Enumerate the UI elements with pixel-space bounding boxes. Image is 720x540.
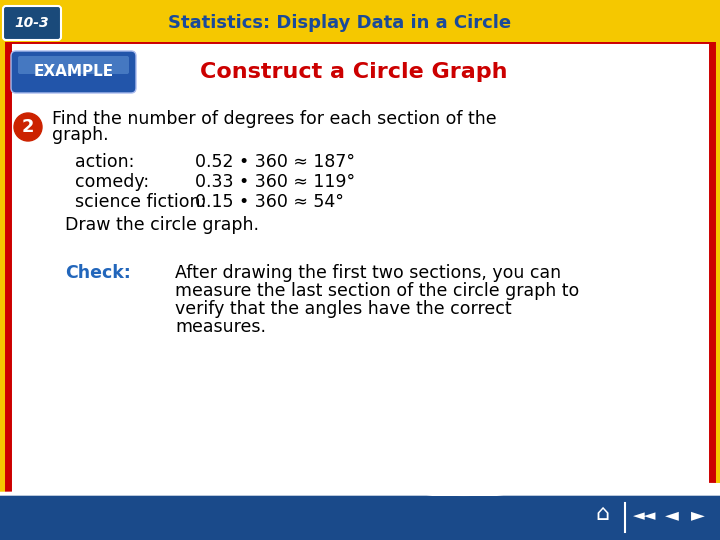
Text: 0.52 • 360 ≈ 187°: 0.52 • 360 ≈ 187° [195,153,355,171]
Text: action:: action: [75,153,135,171]
Bar [0,495,720,540]
FancyBboxPatch shape [18,56,129,74]
Text: 10-3: 10-3 [14,16,49,30]
Text: After drawing the first two sections, you can: After drawing the first two sections, yo… [175,264,561,282]
Text: ◄◄: ◄◄ [634,508,657,523]
Text: comedy:: comedy: [75,173,149,191]
Text: graph.: graph. [52,126,109,144]
Text: 0.15 • 360 ≈ 54°: 0.15 • 360 ≈ 54° [195,193,344,211]
Text: ⌂: ⌂ [595,504,609,524]
FancyBboxPatch shape [11,51,136,93]
Text: 2: 2 [22,118,35,136]
Text: 0.33 • 360 ≈ 119°: 0.33 • 360 ≈ 119° [195,173,355,191]
Text: Draw the circle graph.: Draw the circle graph. [65,216,259,234]
Text: ◄: ◄ [665,507,679,524]
Text: EXAMPLE: EXAMPLE [33,64,114,79]
Bar [0,0,720,42]
Circle shape [14,113,42,141]
Text: measures.: measures. [175,318,266,336]
Text: Construct a Circle Graph: Construct a Circle Graph [200,62,508,82]
Text: ►: ► [691,507,705,524]
Text: Check:: Check: [65,264,131,282]
Text: Find the number of degrees for each section of the: Find the number of degrees for each sect… [52,110,497,128]
Text: science fiction:: science fiction: [75,193,206,211]
FancyBboxPatch shape [8,40,712,497]
Text: Statistics: Display Data in a Circle: Statistics: Display Data in a Circle [168,14,512,32]
Text: verify that the angles have the correct: verify that the angles have the correct [175,300,512,318]
FancyBboxPatch shape [3,6,61,40]
Text: measure the last section of the circle graph to: measure the last section of the circle g… [175,282,580,300]
